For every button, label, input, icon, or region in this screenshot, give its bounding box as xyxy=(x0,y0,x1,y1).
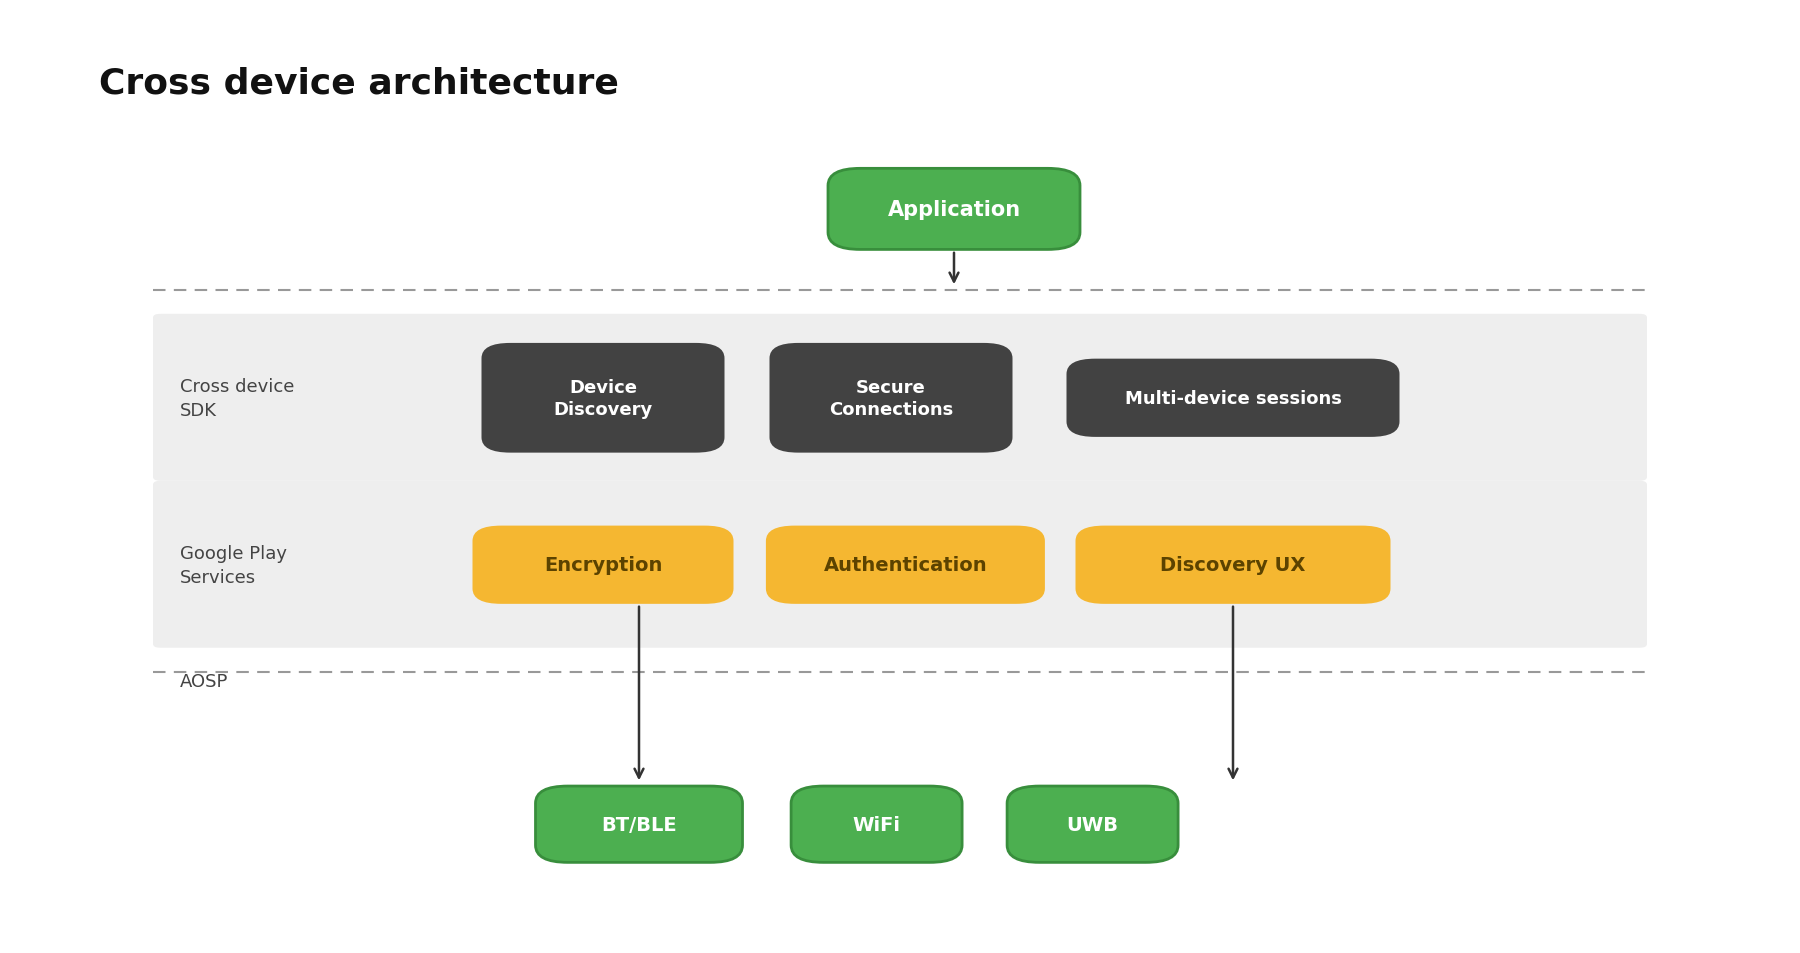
FancyBboxPatch shape xyxy=(1066,359,1400,437)
FancyBboxPatch shape xyxy=(767,526,1044,604)
Text: Application: Application xyxy=(887,200,1021,219)
FancyBboxPatch shape xyxy=(1076,526,1390,604)
Text: AOSP: AOSP xyxy=(180,673,229,690)
Text: Cross device
SDK: Cross device SDK xyxy=(180,377,295,419)
Text: Discovery UX: Discovery UX xyxy=(1161,556,1305,575)
Text: Device
Discovery: Device Discovery xyxy=(553,378,653,418)
FancyBboxPatch shape xyxy=(482,344,724,454)
FancyBboxPatch shape xyxy=(536,786,742,862)
Text: Multi-device sessions: Multi-device sessions xyxy=(1125,390,1341,407)
FancyBboxPatch shape xyxy=(792,786,961,862)
Text: Authentication: Authentication xyxy=(824,556,986,575)
FancyBboxPatch shape xyxy=(770,344,1012,454)
Text: UWB: UWB xyxy=(1067,815,1118,834)
FancyBboxPatch shape xyxy=(828,170,1080,251)
Text: Google Play
Services: Google Play Services xyxy=(180,544,286,586)
Text: BT/BLE: BT/BLE xyxy=(601,815,677,834)
FancyBboxPatch shape xyxy=(153,314,1647,481)
Text: Encryption: Encryption xyxy=(544,556,662,575)
Text: Cross device architecture: Cross device architecture xyxy=(99,67,619,101)
FancyBboxPatch shape xyxy=(1008,786,1177,862)
Text: WiFi: WiFi xyxy=(853,815,900,834)
Text: Secure
Connections: Secure Connections xyxy=(828,378,954,418)
FancyBboxPatch shape xyxy=(153,481,1647,648)
FancyBboxPatch shape xyxy=(472,526,734,604)
